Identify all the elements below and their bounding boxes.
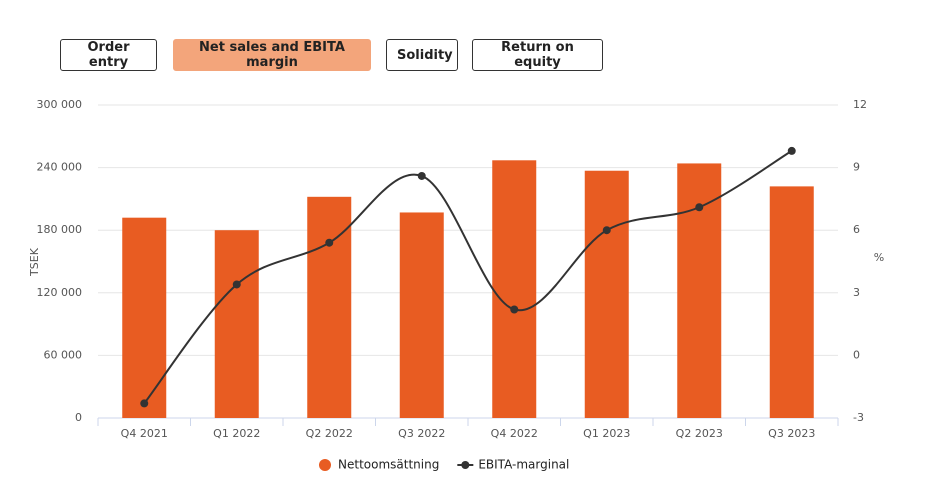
y2-axis-title: % bbox=[874, 251, 884, 264]
y-axis-title: TSEK bbox=[28, 247, 41, 277]
x-tick-label: Q1 2022 bbox=[213, 427, 260, 440]
line-point bbox=[695, 203, 704, 212]
x-tick-label: Q2 2022 bbox=[306, 427, 353, 440]
y2-tick-label: -3 bbox=[853, 411, 864, 424]
legend-symbol bbox=[319, 459, 331, 471]
line-point bbox=[417, 171, 426, 180]
y-tick-label: 0 bbox=[75, 411, 82, 424]
y-tick-label: 120 000 bbox=[37, 286, 83, 299]
bar bbox=[584, 170, 629, 418]
y-tick-label: 300 000 bbox=[37, 98, 83, 111]
x-tick-label: Q1 2023 bbox=[583, 427, 630, 440]
line-point bbox=[325, 238, 334, 247]
tab[interactable]: Return on equity bbox=[472, 39, 603, 71]
x-tick-label: Q4 2021 bbox=[121, 427, 168, 440]
line-point bbox=[787, 146, 796, 155]
line-point bbox=[602, 226, 611, 235]
legend-label: EBITA-marginal bbox=[478, 458, 569, 472]
tab[interactable]: Solidity bbox=[386, 39, 458, 71]
line-point bbox=[140, 399, 149, 408]
x-tick-label: Q3 2022 bbox=[398, 427, 445, 440]
y-tick-label: 180 000 bbox=[37, 223, 83, 236]
bar bbox=[769, 186, 814, 418]
bar bbox=[307, 196, 352, 418]
y2-tick-label: 0 bbox=[853, 348, 860, 361]
y2-tick-label: 3 bbox=[853, 286, 860, 299]
legend-symbol bbox=[461, 461, 470, 469]
line-point bbox=[510, 305, 519, 314]
line-point bbox=[232, 280, 241, 289]
y-tick-label: 240 000 bbox=[37, 161, 83, 174]
bar bbox=[214, 230, 259, 418]
y-tick-label: 60 000 bbox=[44, 348, 83, 361]
bar bbox=[677, 163, 722, 418]
x-tick-label: Q4 2022 bbox=[491, 427, 538, 440]
tab[interactable]: Net sales and EBITA margin bbox=[173, 39, 371, 71]
y2-tick-label: 6 bbox=[853, 223, 860, 236]
legend-label: Nettoomsättning bbox=[338, 458, 439, 472]
bar bbox=[122, 217, 167, 418]
y2-tick-label: 12 bbox=[853, 98, 867, 111]
x-tick-label: Q2 2023 bbox=[676, 427, 723, 440]
x-tick-label: Q3 2023 bbox=[768, 427, 815, 440]
bar bbox=[399, 212, 444, 418]
y2-tick-label: 9 bbox=[853, 161, 860, 174]
line bbox=[143, 150, 793, 405]
tab[interactable]: Order entry bbox=[60, 39, 157, 71]
bar bbox=[492, 160, 537, 418]
